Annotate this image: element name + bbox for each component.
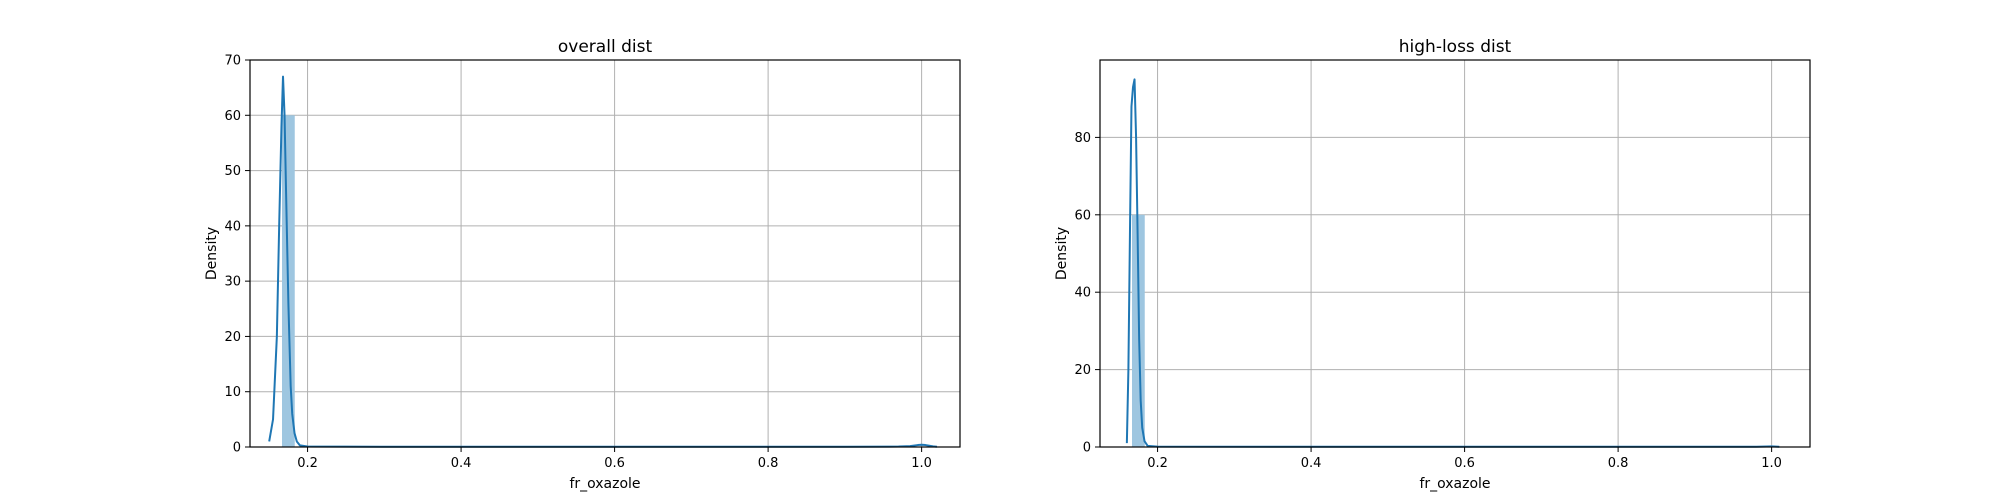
y-tick-label: 10 (224, 385, 241, 400)
y-axis-label: Density (1054, 227, 1070, 280)
chart-title: overall dist (558, 37, 653, 57)
y-tick-label: 0 (1083, 441, 1091, 456)
axes-frame (249, 59, 961, 448)
x-tick-label: 1.0 (1761, 456, 1782, 471)
chart-overall-dist: overall dist fr_oxazole Density 0.2 0.4 0.… (204, 37, 961, 492)
kde-line (268, 75, 938, 448)
y-axis-label: Density (204, 227, 220, 280)
y-tick-label: 20 (1074, 363, 1091, 378)
x-axis-label: fr_oxazole (1419, 476, 1490, 492)
y-tick-label: 0 (233, 441, 241, 456)
x-tick-label: 0.4 (451, 456, 472, 471)
chart-title: high-loss dist (1399, 37, 1512, 57)
x-tick-label: 1.0 (911, 456, 932, 471)
plot-area: 0.2 0.4 0.6 0.8 1.0 0 20 40 60 80 (1074, 59, 1811, 471)
x-tick-label: 0.2 (297, 456, 318, 471)
x-axis-label: fr_oxazole (569, 476, 640, 492)
y-tick-label: 60 (224, 109, 241, 124)
plot-area: 0.2 0.4 0.6 0.8 1.0 0 10 20 30 40 50 60 70 (224, 54, 961, 471)
y-tick-label: 30 (224, 275, 241, 290)
x-tick-label: 0.6 (604, 456, 625, 471)
y-tick-label: 40 (1074, 286, 1091, 301)
x-tick-label: 0.8 (1608, 456, 1629, 471)
y-tick-label: 40 (224, 219, 241, 234)
axes-frame (1099, 59, 1811, 448)
y-tick-label: 70 (224, 54, 241, 69)
y-tick-label: 20 (224, 330, 241, 345)
y-tick-label: 50 (224, 164, 241, 179)
x-tick-label: 0.4 (1301, 456, 1322, 471)
y-tick-label: 80 (1074, 131, 1091, 146)
chart-high-loss-dist: high-loss dist fr_oxazole Density 0.2 0.4… (1054, 37, 1811, 492)
x-tick-label: 0.8 (758, 456, 779, 471)
x-tick-label: 0.2 (1147, 456, 1168, 471)
x-tick-label: 0.6 (1454, 456, 1475, 471)
y-tick-label: 60 (1074, 208, 1091, 223)
